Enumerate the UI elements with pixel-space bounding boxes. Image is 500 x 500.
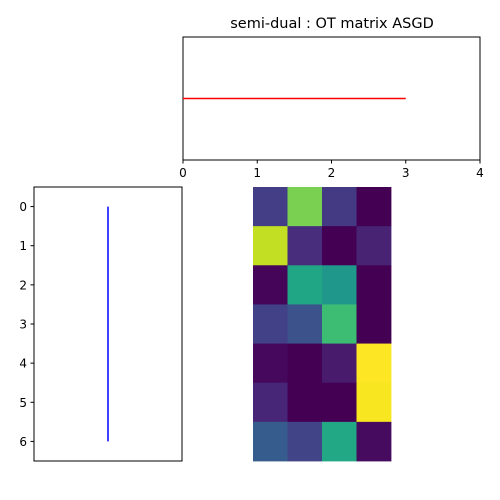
heatmap-cell-r3-c1	[287, 304, 323, 344]
top-plot-x-ticks: 0 1 2 3 4	[179, 160, 484, 180]
heatmap-cell-r2-c0	[253, 265, 288, 305]
heatmap-cell-r5-c2	[322, 382, 357, 423]
heatmap-cell-r4-c2	[322, 343, 357, 384]
left-y-tick-label-2: 2	[19, 278, 27, 292]
heatmap-cell-r0-c0	[253, 187, 288, 227]
heatmap-cell-r5-c0	[253, 382, 288, 423]
heatmap-cell-r1-c0	[253, 226, 288, 266]
left-plot-y-ticks: 0 1 2 3 4 5 6	[19, 200, 34, 449]
heatmap-cell-r3-c0	[253, 304, 288, 344]
top-x-tick-label-1: 1	[253, 166, 261, 180]
ot-matrix-heatmap	[253, 187, 392, 462]
heatmap-cell-r1-c1	[287, 226, 323, 266]
heatmap-cell-r1-c3	[356, 226, 392, 266]
heatmap-cell-r2-c1	[287, 265, 323, 305]
left-y-tick-label-4: 4	[19, 357, 27, 371]
top-x-tick-label-4: 4	[476, 166, 484, 180]
top-plot: semi-dual : OT matrix ASGD 0 1 2 3 4	[179, 16, 484, 180]
left-y-tick-label-0: 0	[19, 200, 27, 214]
heatmap-cell-r0-c2	[322, 187, 357, 227]
heatmap-cell-r4-c1	[287, 343, 323, 384]
heatmap-cell-r0-c1	[287, 187, 323, 227]
heatmap-cell-r3-c3	[356, 304, 392, 344]
heatmap-cell-r6-c3	[356, 421, 392, 462]
heatmap-cell-r6-c2	[322, 421, 357, 462]
heatmap-cell-r1-c2	[322, 226, 357, 266]
heatmap-cell-r0-c3	[356, 187, 392, 227]
left-y-tick-label-1: 1	[19, 239, 27, 253]
top-x-tick-label-3: 3	[402, 166, 410, 180]
heatmap-cell-r3-c2	[322, 304, 357, 344]
heatmap-cell-r5-c1	[287, 382, 323, 423]
left-plot: 0 1 2 3 4 5 6	[19, 186, 183, 462]
heatmap-cell-r2-c3	[356, 265, 392, 305]
heatmap-cell-r6-c0	[253, 421, 288, 462]
top-plot-title: semi-dual : OT matrix ASGD	[230, 16, 434, 32]
heatmap-cell-r2-c2	[322, 265, 357, 305]
left-y-tick-label-6: 6	[19, 435, 27, 449]
heatmap-cell-r4-c0	[253, 343, 288, 384]
left-y-tick-label-5: 5	[19, 396, 27, 410]
top-x-tick-label-2: 2	[328, 166, 336, 180]
heatmap-cell-r5-c3	[356, 382, 392, 423]
top-x-tick-label-0: 0	[179, 166, 187, 180]
heatmap-cell-r6-c1	[287, 421, 323, 462]
heatmap-cell-r4-c3	[356, 343, 392, 384]
left-y-tick-label-3: 3	[19, 318, 27, 332]
